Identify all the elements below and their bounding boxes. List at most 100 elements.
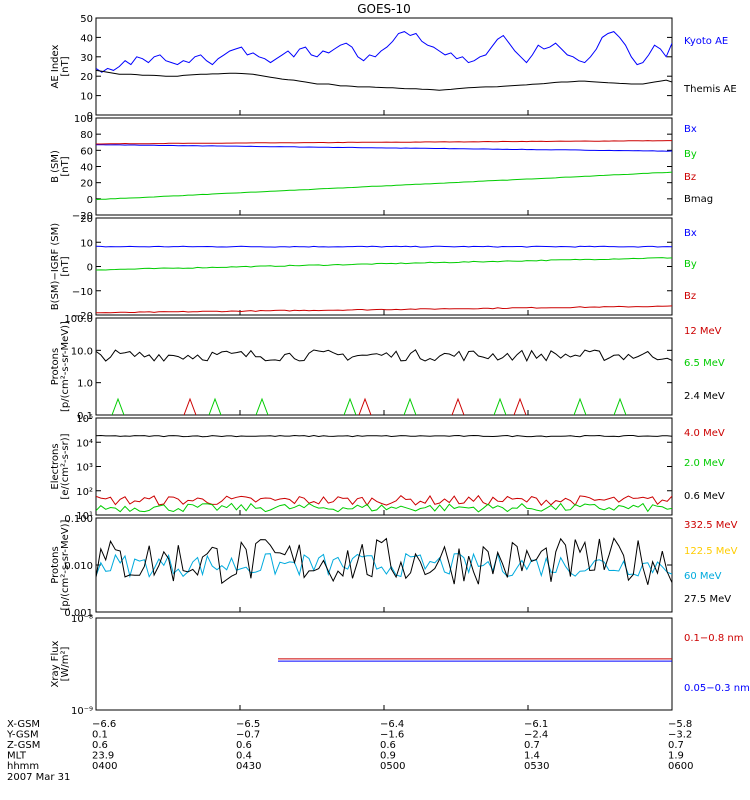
x-axis-value: 0600 <box>668 761 693 772</box>
x-axis-value: 1.4 <box>524 751 540 762</box>
y-tick-label: 20 <box>80 72 93 83</box>
y-tick-label: 100 <box>74 114 93 125</box>
y-tick-label: 0.1 <box>77 411 93 422</box>
series-label: 12 MeV <box>684 326 722 337</box>
y-tick-label: 60 <box>80 146 93 157</box>
x-axis-value: −6.6 <box>92 719 116 730</box>
series-spike <box>255 397 269 415</box>
x-axis-value: 0500 <box>380 761 405 772</box>
series-line <box>96 305 672 314</box>
y-tick-label: 0.001 <box>64 608 93 619</box>
y-axis-label: [p/(cm²-s-sr-MeV)] <box>60 321 71 412</box>
panel-frame <box>95 417 673 516</box>
y-tick-label: 10 <box>80 92 93 103</box>
panel-3: −20 −10 0 10 20 B(SM)−IGRF (SM) [nT] Bx By Bz <box>50 214 697 322</box>
y-tick-label: 0 <box>87 111 93 122</box>
series-spike <box>358 397 372 415</box>
series-spike <box>208 397 222 415</box>
series-label: Bmag <box>684 194 713 205</box>
y-tick-label: 10³ <box>76 463 93 474</box>
y-axis-label: Protons <box>50 546 61 583</box>
y-tick-label: −20 <box>72 211 93 222</box>
panel-frame <box>95 217 673 316</box>
y-axis-label: B(SM)−IGRF (SM) <box>50 223 61 310</box>
y-tick-label: 20 <box>80 179 93 190</box>
series-spike <box>513 397 527 415</box>
x-row-label: MLT <box>7 751 27 762</box>
panel-frame <box>95 617 673 711</box>
x-axis-value: 0.6 <box>380 740 396 751</box>
y-tick-label: 0.100 <box>64 514 93 525</box>
y-axis-label: Electrons <box>50 443 61 489</box>
y-tick-label: −10 <box>72 287 93 298</box>
series-line <box>96 69 672 91</box>
x-axis-value: −6.4 <box>380 719 404 730</box>
y-tick-label: −20 <box>72 311 93 322</box>
series-group <box>96 31 672 91</box>
series-label: 332.5 MeV <box>684 520 738 531</box>
series-line <box>96 257 672 271</box>
x-row-label: hhmm <box>7 761 39 772</box>
panel-2: −20 0 20 40 60 80 100 B (SM) [nT] Bx By Bz Bmag <box>50 114 713 222</box>
series-label: 4.0 MeV <box>684 428 725 439</box>
series-group <box>96 140 672 201</box>
y-axis-label: AE Index <box>50 44 61 88</box>
series-group <box>96 245 672 314</box>
x-axis-table: X-GSMY-GSMZ-GSMMLThhmm−6.60.10.623.90400… <box>6 719 693 783</box>
series-line <box>96 551 672 579</box>
y-tick-label: 0 <box>87 263 93 274</box>
series-line <box>96 245 672 248</box>
y-tick-label: 30 <box>80 53 93 64</box>
series-label: 2.4 MeV <box>684 391 725 402</box>
y-tick-label: 10² <box>76 487 93 498</box>
series-label: By <box>684 259 697 270</box>
series-spike <box>573 397 587 415</box>
y-tick-label: 10.0 <box>71 346 93 357</box>
plot-date: 2007 Mar 31 <box>7 772 70 783</box>
series-label: 6.5 MeV <box>684 358 725 369</box>
series-label: 122.5 MeV <box>684 546 738 557</box>
y-axis-label: [e/(cm²-s-sr)] <box>60 433 71 499</box>
y-tick-label: 10⁻⁸ <box>71 614 93 625</box>
series-label: 27.5 MeV <box>684 594 731 605</box>
x-axis-value: −1.6 <box>380 730 404 741</box>
panel-7: 10⁻⁹ 10⁻⁸ Xray Flux [W/m²] 0.1−0.8 nm 0.05−0.… <box>50 614 750 717</box>
y-axis-label: B (SM) <box>50 150 61 183</box>
series-group <box>96 537 672 585</box>
series-label: 0.1−0.8 nm <box>684 633 743 644</box>
series-line <box>96 144 672 152</box>
y-tick-label: 20 <box>80 214 93 225</box>
series-label: Bz <box>684 172 696 183</box>
series-label: 2.0 MeV <box>684 458 725 469</box>
y-tick-label: 40 <box>80 163 93 174</box>
series-label: 0.6 MeV <box>684 491 725 502</box>
x-axis-value: 0530 <box>524 761 549 772</box>
panel-frame <box>95 117 673 216</box>
x-axis-value: 0.4 <box>236 751 252 762</box>
y-tick-label: 0.010 <box>64 561 93 572</box>
series-spike <box>343 397 357 415</box>
x-axis-value: −5.8 <box>668 719 692 730</box>
y-axis-label: [nT] <box>60 256 71 276</box>
x-axis-value: 1.9 <box>668 751 684 762</box>
series-label: By <box>684 149 697 160</box>
y-axis-label: [W/m²] <box>60 646 71 681</box>
series-line <box>96 502 672 513</box>
x-row-label: Z-GSM <box>7 740 40 751</box>
panel-6: 0.001 0.010 0.100 Protons [p/(cm²-s-sr-MeV)]… <box>50 514 738 619</box>
x-axis-value: 0.1 <box>92 730 108 741</box>
y-axis-label: [p/(cm²-s-sr-MeV)] <box>60 519 71 610</box>
y-tick-label: 10 <box>80 238 93 249</box>
x-axis-value: 0400 <box>92 761 117 772</box>
series-line <box>96 171 672 201</box>
y-tick-label: 10⁻⁹ <box>71 706 93 717</box>
x-axis-value: 0430 <box>236 761 261 772</box>
x-axis-value: −3.2 <box>668 730 692 741</box>
y-tick-label: 50 <box>80 14 93 25</box>
y-axis-label: [nT] <box>60 56 71 76</box>
y-tick-label: 100.0 <box>64 314 93 325</box>
series-label: Bx <box>684 124 697 135</box>
panel-frame <box>95 317 673 416</box>
y-tick-label: 10⁵ <box>76 414 93 425</box>
series-line <box>96 349 672 362</box>
